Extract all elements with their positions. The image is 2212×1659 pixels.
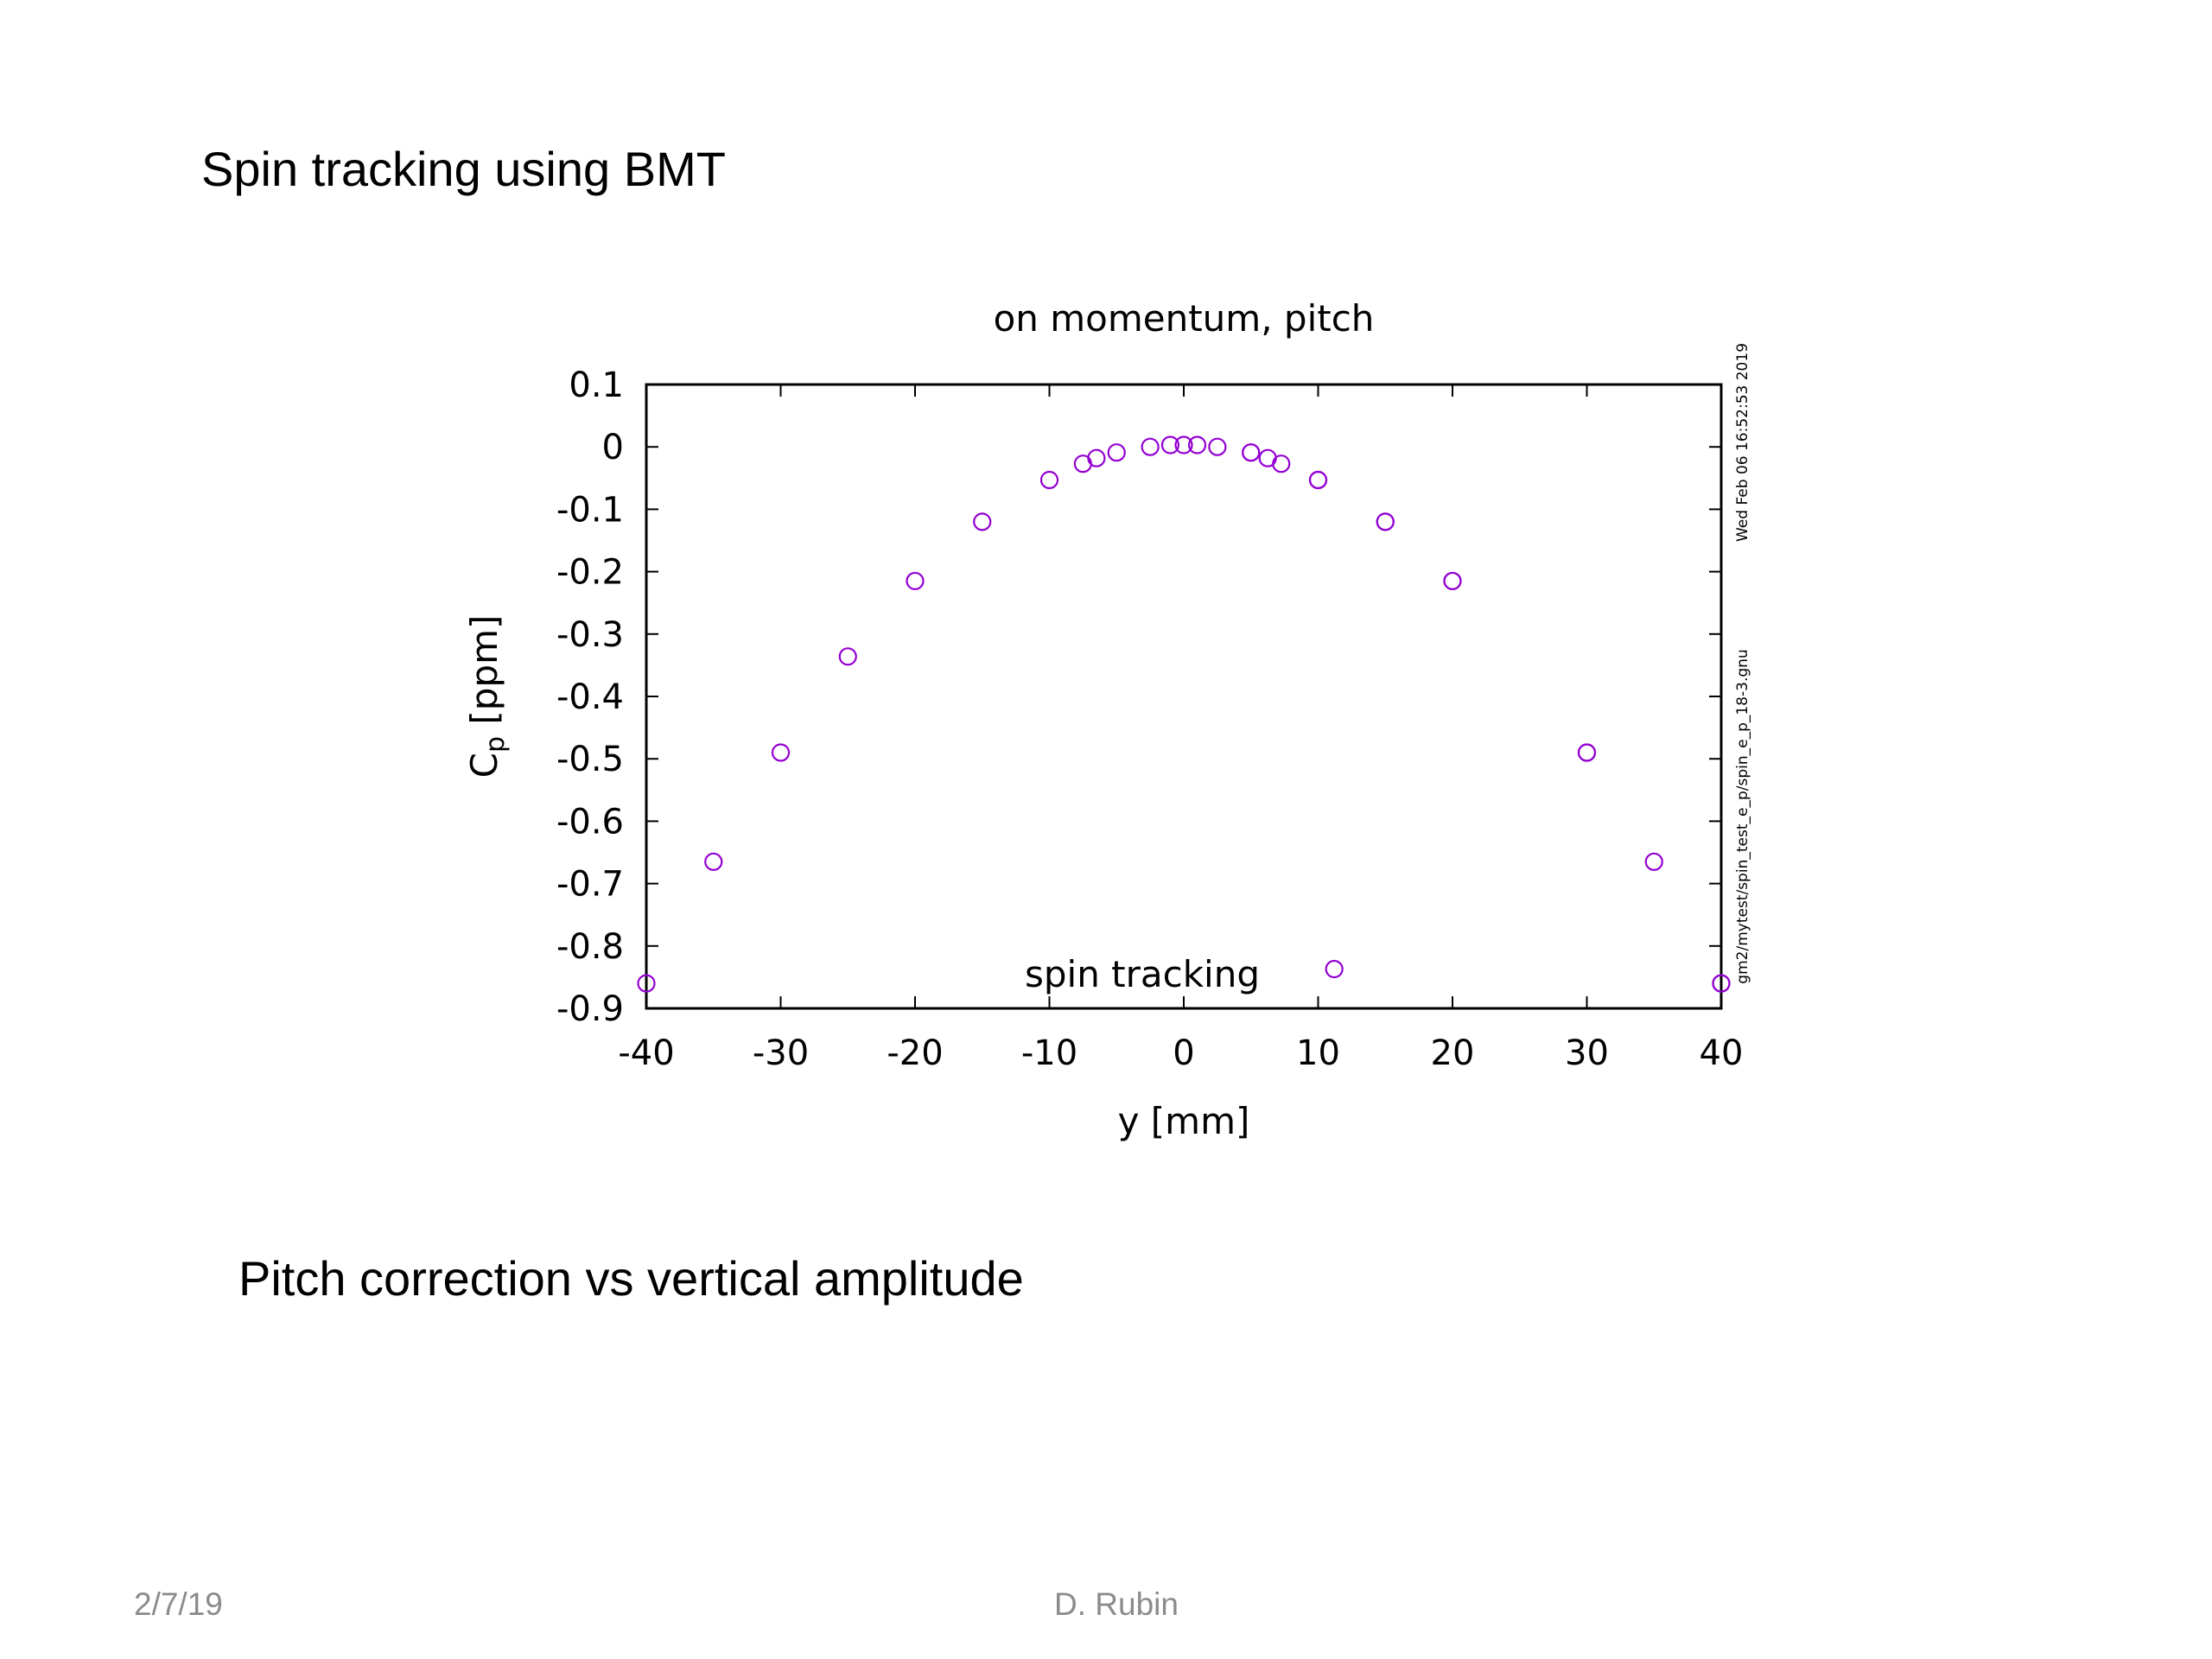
x-axis: -40 -30 -20 -10 0 10 20 30 40: [618, 385, 1743, 1073]
x-tick-label: 10: [1296, 1033, 1340, 1073]
data-point: [1187, 435, 1207, 454]
footer-author: D. Rubin: [1054, 1586, 1179, 1622]
script-path-note: gm2/mytest/spin_test_e_p/spin_e_p_18-3.g…: [1734, 649, 1751, 983]
data-point: [1208, 437, 1227, 456]
data-point: [1376, 512, 1395, 531]
data-point: [1272, 454, 1291, 474]
x-tick-label: -10: [1021, 1033, 1077, 1073]
x-axis-title: y [mm]: [1118, 1100, 1250, 1142]
x-tick-label: -30: [753, 1033, 809, 1073]
y-tick-label: -0.3: [556, 615, 624, 655]
data-point: [1712, 974, 1731, 993]
chart-title: on momentum, pitch: [994, 297, 1375, 340]
footer-date: 2/7/19: [134, 1586, 223, 1622]
y-tick-label: -0.7: [556, 865, 624, 905]
y-axis-title-subscript: p: [480, 736, 511, 753]
data-point: [1577, 743, 1597, 762]
data-point: [1107, 443, 1126, 462]
x-tick-label: 20: [1431, 1033, 1475, 1073]
data-point: [838, 647, 857, 666]
legend-marker: [1325, 959, 1344, 979]
data-point: [637, 974, 656, 993]
y-axis-title: Cp [ppm]: [463, 615, 511, 779]
data-point: [771, 743, 791, 762]
x-tick-label: 40: [1700, 1033, 1744, 1073]
x-tick-label: 30: [1565, 1033, 1609, 1073]
plot-frame: [645, 383, 1723, 1010]
data-point: [1644, 852, 1663, 871]
data-points: [637, 435, 1731, 993]
data-point: [1087, 448, 1106, 467]
data-point: [973, 512, 992, 531]
data-point: [1308, 470, 1328, 490]
y-tick-label: -0.6: [556, 802, 624, 842]
data-point: [1039, 470, 1059, 490]
y-tick-label: -0.1: [556, 490, 624, 530]
data-point: [1242, 443, 1261, 462]
y-tick-label: -0.9: [556, 989, 624, 1029]
y-tick-label: 0: [602, 428, 624, 467]
x-tick-label: -40: [618, 1033, 674, 1073]
y-tick-label: -0.5: [556, 740, 624, 779]
data-point: [1443, 571, 1462, 591]
timestamp-note: Wed Feb 06 16:52:53 2019: [1734, 343, 1751, 542]
data-point: [704, 852, 723, 871]
x-tick-label: 0: [1173, 1033, 1194, 1073]
data-point: [1174, 435, 1193, 454]
data-point: [1160, 435, 1180, 454]
data-point: [906, 571, 925, 591]
y-tick-label: 0.1: [569, 365, 624, 405]
slide-title: Spin tracking using BMT: [201, 142, 726, 196]
y-axis-title-main: C: [463, 753, 505, 778]
y-tick-label: -0.8: [556, 927, 624, 967]
y-axis-title-unit: [ppm]: [463, 615, 505, 736]
x-tick-label: -20: [887, 1033, 943, 1073]
y-tick-label: -0.4: [556, 677, 624, 717]
legend-label: spin tracking: [1025, 953, 1260, 995]
slide-subtitle: Pitch correction vs vertical amplitude: [238, 1251, 1024, 1306]
data-point: [1141, 437, 1160, 456]
y-tick-label: -0.2: [556, 553, 624, 593]
y-axis: 0.1 0 -0.1 -0.2 -0.3 -0.4 -0.5 -0.6 -0.7 -0.8 -0.9: [556, 365, 1721, 1029]
